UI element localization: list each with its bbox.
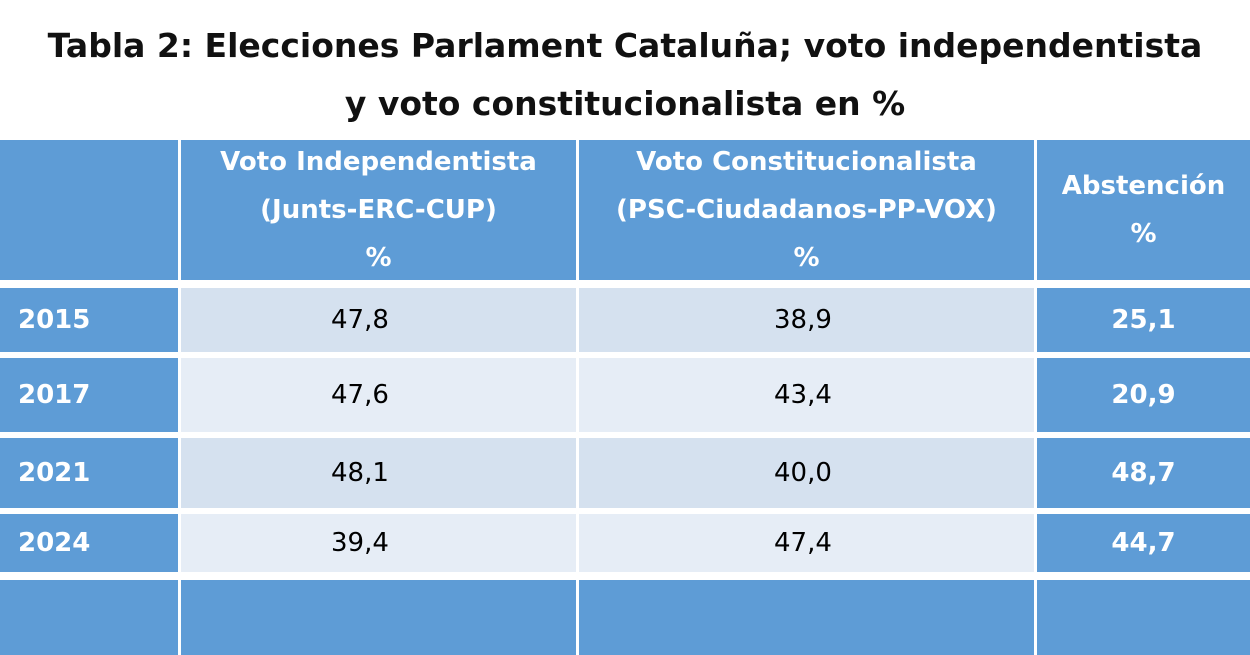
data-cell: 43,4 [579, 358, 1034, 432]
data-cell: 39,4 [181, 514, 576, 572]
header-text: % [1130, 219, 1157, 249]
row-label: 2021 [0, 438, 178, 508]
title-line: Tabla 2: Elecciones Parlament Cataluña; … [47, 26, 1203, 65]
header-cell: Voto Constitucionalista (PSC-Ciudadanos-P… [579, 140, 1034, 280]
empty-cell [181, 580, 576, 655]
data-cell: 20,9 [1037, 358, 1250, 432]
header-text: Abstención [1061, 171, 1226, 201]
data-cell: 38,9 [579, 288, 1034, 352]
data-cell: 47,8 [181, 288, 576, 352]
row-label: 2015 [0, 288, 178, 352]
header-cell: Voto Independentista (Junts-ERC-CUP)% [181, 140, 576, 280]
data-cell: 48,1 [181, 438, 576, 508]
header-text: Voto Independentista [220, 147, 537, 177]
data-cell: 40,0 [579, 438, 1034, 508]
header-cell: Abstención% [1037, 140, 1250, 280]
header-cell [0, 140, 178, 280]
header-text: Voto Constitucionalista [636, 147, 977, 177]
data-cell: 47,4 [579, 514, 1034, 572]
data-cell: 25,1 [1037, 288, 1250, 352]
header-text: % [365, 243, 392, 273]
empty-cell [1037, 580, 1250, 655]
header-text: (PSC-Ciudadanos-PP-VOX) [616, 195, 997, 225]
header-text: (Junts-ERC-CUP) [260, 195, 497, 225]
header-text: % [793, 243, 820, 273]
empty-cell [0, 580, 178, 655]
row-label: 2024 [0, 514, 178, 572]
data-cell: 44,7 [1037, 514, 1250, 572]
row-label: 2017 [0, 358, 178, 432]
data-cell: 47,6 [181, 358, 576, 432]
empty-cell [579, 580, 1034, 655]
title-line: y voto constitucionalista en % [344, 84, 906, 123]
data-cell: 48,7 [1037, 438, 1250, 508]
